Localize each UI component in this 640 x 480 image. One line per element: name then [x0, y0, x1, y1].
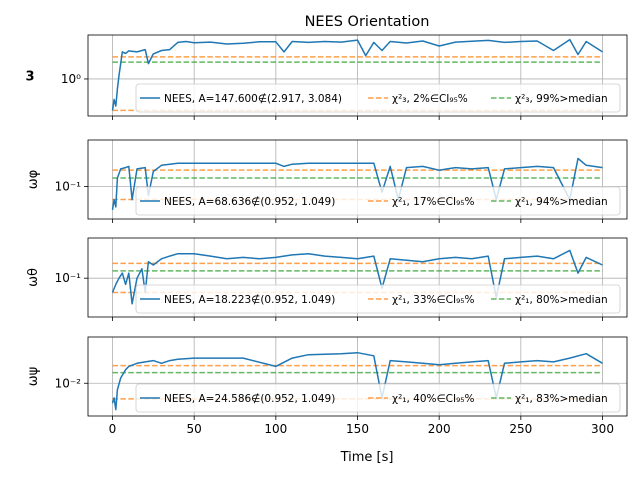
legend-ci-label: χ²₁, 33%∈CI₉₅% [392, 294, 474, 306]
axes-frame [87, 34, 628, 117]
axes-frame [87, 139, 628, 220]
legend: NEES, A=147.600∉(2.917, 3.084) χ²₃, 2%∈CI… [135, 83, 621, 113]
subplot-2: 10⁻¹ ωφ NEES, A=68.636∉(0.952, 1.049) χ²₁, … [26, 139, 628, 223]
legend-ci-label: χ²₁, 17%∈CI₉₅% [392, 196, 474, 208]
axes-frame [87, 336, 628, 417]
nees-series-line [111, 157, 603, 211]
x-tick-label: 300 [591, 422, 614, 436]
legend-median-label: χ²₃, 99%>median [515, 93, 608, 105]
legend: NEES, A=18.223∉(0.952, 1.049) χ²₁, 33%∈CI… [135, 284, 621, 314]
y-axis-label: ωθ [26, 268, 41, 287]
legend: NEES, A=68.636∉(0.952, 1.049) χ²₁, 17%∈CI… [135, 186, 621, 216]
y-axis-label: ωφ [26, 170, 41, 189]
x-tick-label: 100 [264, 422, 287, 436]
subplot-3: 10⁻¹ ωθ NEES, A=18.223∉(0.952, 1.049) χ²₁, … [26, 237, 628, 321]
y-tick-label: 10⁻¹ [55, 180, 82, 194]
legend-nees-label: NEES, A=18.223∉(0.952, 1.049) [164, 294, 335, 306]
x-tick-label: 50 [187, 422, 202, 436]
legend-ci-label: χ²₃, 2%∈CI₉₅% [392, 93, 468, 105]
y-axis-label: 3 [25, 70, 34, 85]
y-tick-label: 10⁻¹ [55, 271, 82, 285]
x-tick-label: 150 [346, 422, 369, 436]
x-tick-label: 250 [509, 422, 532, 436]
x-axis-label: Time [s] [340, 450, 394, 465]
legend-nees-label: NEES, A=68.636∉(0.952, 1.049) [164, 196, 335, 208]
x-tick-label: 0 [109, 422, 117, 436]
legend-median-label: χ²₁, 83%>median [515, 393, 608, 405]
legend-median-label: χ²₁, 80%>median [515, 294, 608, 306]
y-axis-label: ωψ [26, 367, 41, 386]
chart-title: NEES Orientation [305, 14, 430, 30]
y-tick-label: 10⁻² [55, 376, 82, 390]
legend-ci-label: χ²₁, 40%∈CI₉₅% [392, 393, 474, 405]
legend-nees-label: NEES, A=147.600∉(2.917, 3.084) [164, 93, 342, 105]
subplot-1: 10⁰ 3 NEES, A=147.600∉(2.917, 3.084) χ²₃, 2… [25, 34, 628, 120]
nees-series-line [111, 249, 603, 305]
y-tick-label: 10⁰ [61, 72, 81, 86]
nees-series-line [111, 38, 603, 111]
legend-nees-label: NEES, A=24.586∉(0.952, 1.049) [164, 393, 335, 405]
x-tick-label: 200 [428, 422, 451, 436]
axes-frame [87, 237, 628, 318]
legend-median-label: χ²₁, 94%>median [515, 196, 608, 208]
subplot-4: 0 50 100 150 200 250 300 10⁻² ωψ NEES, A=24.586∉(… [26, 336, 628, 436]
nees-series-line [111, 351, 603, 411]
legend: NEES, A=24.586∉(0.952, 1.049) χ²₁, 40%∈CI… [135, 383, 621, 413]
